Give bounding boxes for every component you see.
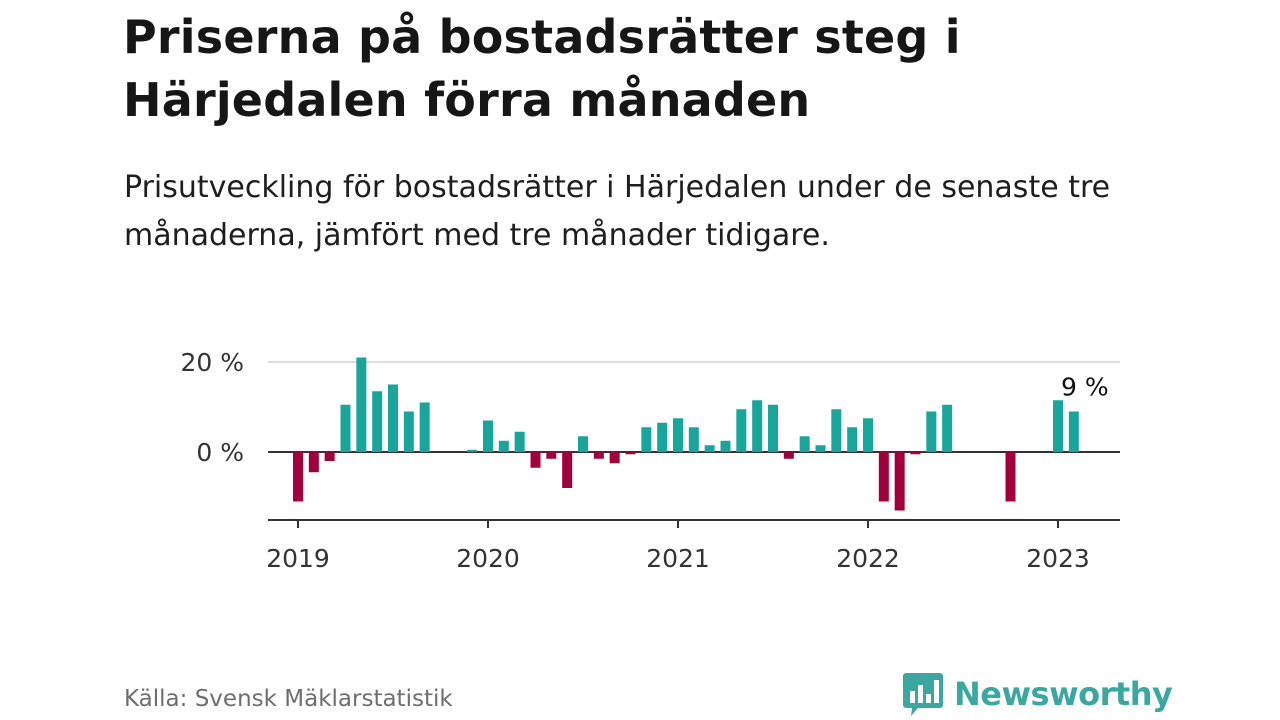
bar	[372, 391, 383, 452]
bar	[1053, 400, 1063, 452]
x-tick-label: 2023	[1026, 544, 1090, 573]
axes	[268, 519, 1120, 528]
bar	[1005, 452, 1016, 502]
bar-series	[293, 357, 1079, 511]
chart-subtitle: Prisutveckling för bostadsrätter i Härje…	[124, 170, 1111, 253]
bar	[942, 404, 953, 452]
bar	[641, 427, 652, 452]
bar	[799, 436, 810, 452]
x-tick-label: 2019	[266, 544, 330, 573]
bar	[783, 452, 794, 459]
bar	[324, 452, 335, 461]
annotation-label: 9 %	[1061, 373, 1109, 402]
bar	[736, 409, 747, 452]
bar	[578, 436, 588, 452]
bar	[910, 452, 921, 455]
bar	[1068, 411, 1079, 452]
bar	[388, 384, 398, 452]
chart-title: Priserna på bostadsrätter steg i Härjeda…	[123, 10, 961, 127]
bar	[831, 409, 842, 452]
bar	[562, 452, 573, 488]
x-tick-label: 2021	[646, 544, 710, 573]
bar	[704, 445, 715, 452]
y-tick-label: 0 %	[196, 438, 244, 467]
bar	[340, 404, 351, 452]
x-tick-label: 2022	[836, 544, 900, 573]
x-tick-label: 2020	[456, 544, 520, 573]
bar	[546, 452, 557, 459]
axis-labels: 0 % 20 % 2019 2020 2021 2022 2023 9 %	[180, 348, 1108, 573]
bar	[308, 452, 319, 473]
bar	[403, 411, 414, 452]
bar	[419, 402, 430, 452]
bar	[498, 440, 509, 452]
bar	[863, 418, 873, 452]
bar	[625, 452, 636, 455]
bar	[847, 427, 858, 452]
bar-chart-speech-bubble-icon	[903, 673, 943, 716]
bar	[894, 452, 905, 511]
y-tick-label: 20 %	[180, 348, 244, 377]
brand-logo: Newsworthy	[902, 671, 1173, 717]
bar	[609, 452, 620, 464]
bar	[673, 418, 683, 452]
bar	[356, 357, 367, 452]
bar	[688, 427, 699, 452]
bar	[720, 440, 731, 452]
bar	[514, 431, 525, 452]
bar	[926, 411, 937, 452]
brand-name: Newsworthy	[954, 675, 1173, 713]
bar	[768, 404, 778, 452]
bar	[752, 400, 763, 452]
bar-chart: 0 % 20 % 2019 2020 2021 2022 2023 9 %	[180, 348, 1120, 573]
source-note: Källa: Svensk Mäklarstatistik	[124, 686, 453, 712]
bar	[657, 422, 668, 452]
bar	[878, 452, 889, 502]
bar	[815, 445, 826, 452]
bar	[467, 449, 478, 452]
bar	[293, 452, 303, 502]
bar	[483, 420, 493, 452]
bar	[530, 452, 541, 468]
bar	[593, 452, 604, 459]
